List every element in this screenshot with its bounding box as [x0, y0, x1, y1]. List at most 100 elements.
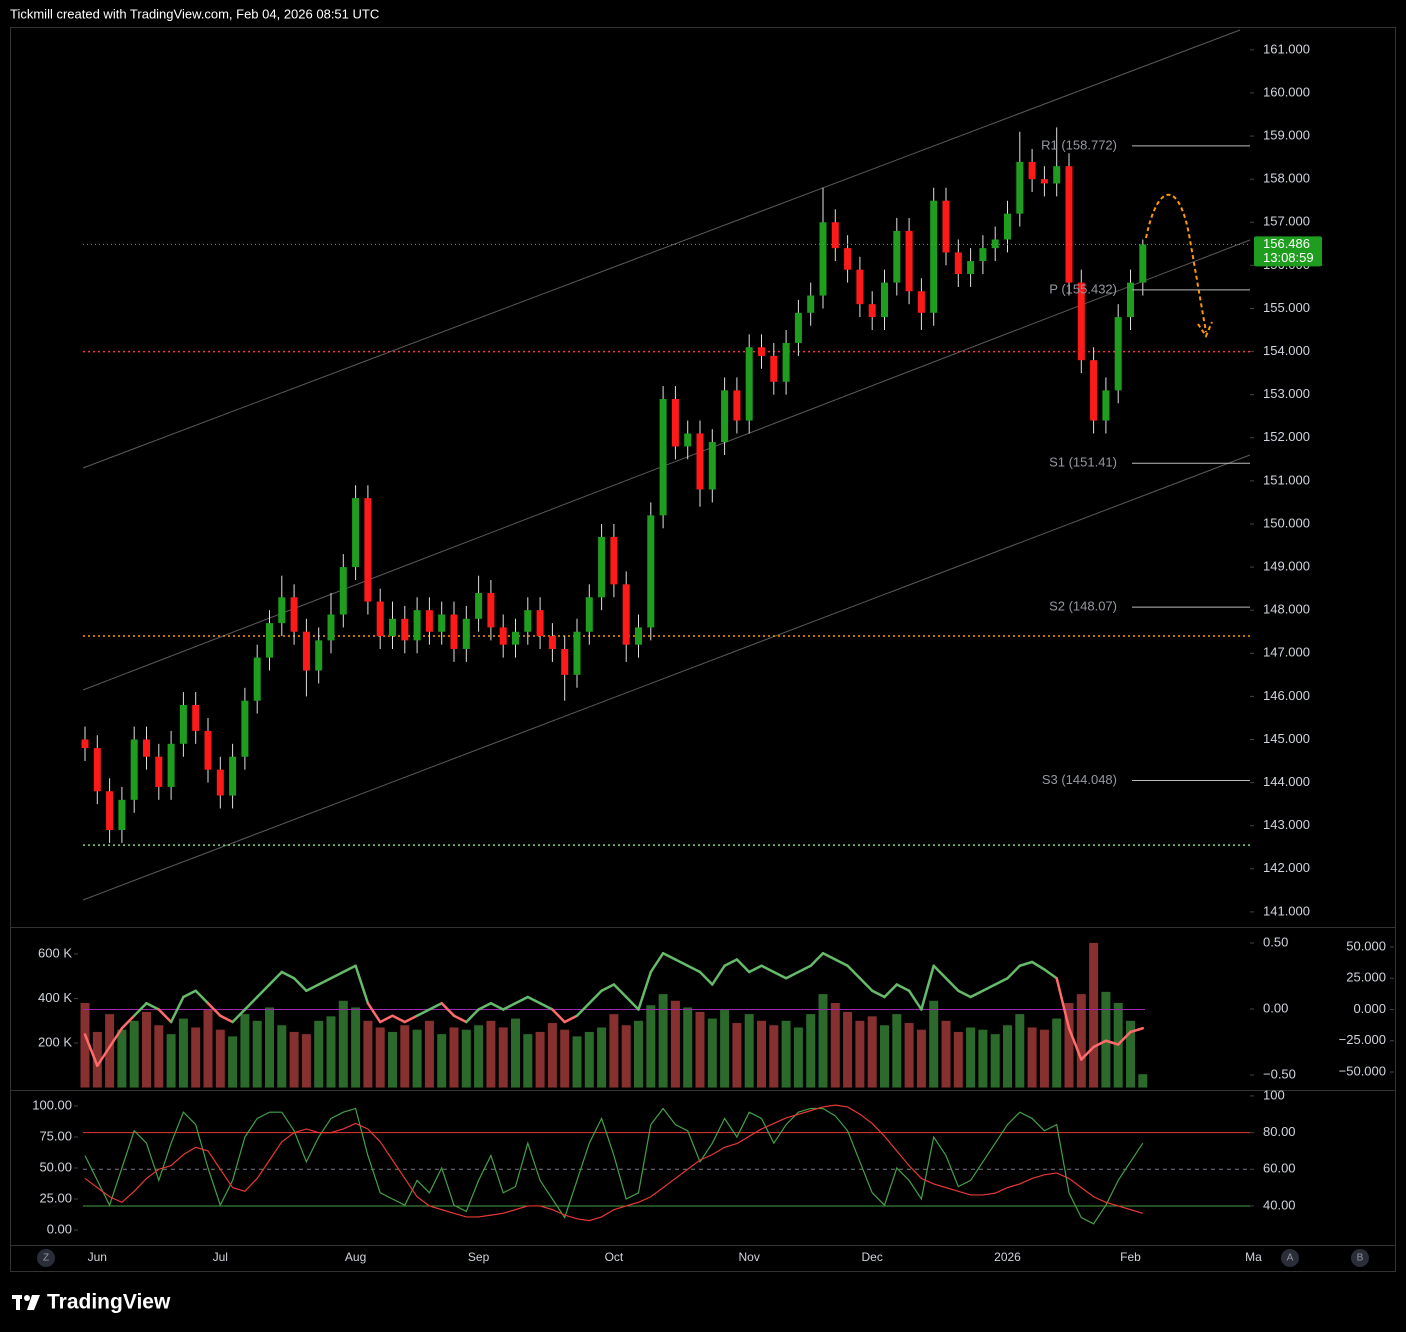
candle-body: [143, 739, 150, 757]
tick-label: 143.000: [1263, 817, 1310, 832]
oscillator-segment: [440, 1002, 456, 1017]
candle-body: [573, 631, 581, 675]
candle-body: [561, 648, 569, 675]
tick-label: −25.000: [1339, 1032, 1386, 1047]
volume-bar: [400, 1025, 410, 1088]
oscillator-segment: [526, 995, 542, 1005]
tick-label: 147.000: [1263, 645, 1310, 660]
scale-button[interactable]: [37, 1249, 55, 1267]
oscillator-segment: [206, 1002, 222, 1017]
oscillator-segment: [1030, 960, 1046, 971]
scale-button-label[interactable]: A: [1287, 1253, 1294, 1264]
volume-bar: [154, 1025, 164, 1088]
volume-bar: [1089, 942, 1099, 1088]
candle-body: [635, 627, 642, 645]
candle-body: [499, 627, 507, 645]
volume-bar: [781, 1020, 791, 1088]
logo-part: [24, 1295, 30, 1301]
arrow-head: [1197, 321, 1213, 339]
volume-bar: [535, 1031, 545, 1088]
tick-label: 60.00: [1263, 1161, 1296, 1176]
volume-bar: [1126, 1020, 1135, 1088]
tick-label: 158.000: [1263, 171, 1310, 186]
candle-body: [905, 230, 913, 292]
oscillator-segment: [944, 977, 960, 992]
oscillator-segment: [563, 1014, 579, 1024]
scale-button[interactable]: [1281, 1249, 1299, 1267]
scale-button-label[interactable]: B: [1357, 1253, 1364, 1264]
x-tick-label: 2026: [994, 1250, 1021, 1264]
volume-bar: [252, 1020, 262, 1088]
candle-body: [794, 312, 802, 343]
oscillator-segment: [169, 995, 185, 1024]
stoch-line: [84, 1107, 1144, 1225]
oscillator-segment: [219, 1014, 234, 1024]
oscillator-segment: [993, 977, 1009, 986]
stoch-line: [84, 1104, 1143, 1222]
tick-label: 153.000: [1263, 386, 1310, 401]
candle-body: [708, 442, 716, 490]
tick-label: 200 K: [38, 1034, 72, 1049]
volume-bar: [486, 1020, 496, 1088]
scale-button-label[interactable]: Z: [43, 1253, 49, 1264]
candle-body: [450, 614, 458, 649]
volume-bar: [1064, 1002, 1074, 1088]
oscillator-segment: [501, 1002, 517, 1011]
volume-bar: [584, 1031, 594, 1088]
oscillator-segment: [612, 983, 628, 999]
tick-label: 159.000: [1263, 127, 1310, 142]
oscillator-segment: [428, 1002, 443, 1011]
tick-label: 142.000: [1263, 860, 1310, 875]
candle-body: [1053, 166, 1061, 184]
candle-body: [1065, 166, 1073, 283]
candle-body: [954, 252, 962, 274]
price-label: 156.486: [1263, 236, 1310, 251]
oscillator-segment: [182, 989, 197, 999]
oscillator-segment: [477, 1002, 493, 1011]
oscillator-segment: [268, 970, 284, 986]
volume-bar: [904, 1023, 914, 1088]
volume-bar: [240, 1014, 250, 1088]
x-tick-label: Jul: [213, 1250, 228, 1264]
candle-body: [315, 640, 323, 671]
tick-label: 148.000: [1263, 602, 1310, 617]
oscillator-segment: [870, 989, 886, 999]
volume-bar: [830, 1002, 840, 1088]
tick-label: 141.000: [1263, 903, 1310, 918]
volume-bar: [375, 1027, 385, 1088]
tick-label: 25.000: [1346, 970, 1386, 985]
tick-label: 400 K: [38, 990, 72, 1005]
candle-body: [192, 705, 200, 731]
volume-bar: [424, 1020, 434, 1088]
volume-bar: [547, 1023, 557, 1088]
candle-body: [524, 610, 532, 632]
candle-body: [1016, 161, 1024, 214]
volume-bar: [228, 1036, 238, 1088]
candle-body: [721, 390, 729, 443]
volume-bar: [609, 1014, 619, 1088]
tick-label: 155.000: [1263, 300, 1310, 315]
volume-bar: [683, 1007, 693, 1088]
channel-line: [82, 29, 1241, 469]
oscillator-segment: [735, 958, 751, 974]
candle-body: [229, 756, 237, 796]
candle-body: [868, 304, 876, 318]
volume-bar: [191, 1027, 201, 1088]
oscillator-segment: [452, 1014, 468, 1024]
volume-bar: [326, 1016, 336, 1088]
candle-body: [352, 498, 360, 568]
scale-button[interactable]: [1351, 1249, 1369, 1267]
volume-bar: [621, 1025, 631, 1088]
volume-bar: [646, 1005, 656, 1088]
tick-label: 100: [1263, 1087, 1285, 1102]
x-tick-label: Nov: [739, 1250, 760, 1264]
candle-body: [831, 222, 839, 249]
tick-label: 144.000: [1263, 774, 1310, 789]
candle-body: [536, 610, 544, 637]
volume-bar: [978, 1029, 988, 1088]
oscillator-segment: [932, 964, 948, 980]
tick-label: 145.000: [1263, 731, 1310, 746]
tick-label: 161.000: [1263, 41, 1310, 56]
candle-body: [1004, 213, 1011, 240]
tick-label: 50.00: [39, 1159, 72, 1174]
